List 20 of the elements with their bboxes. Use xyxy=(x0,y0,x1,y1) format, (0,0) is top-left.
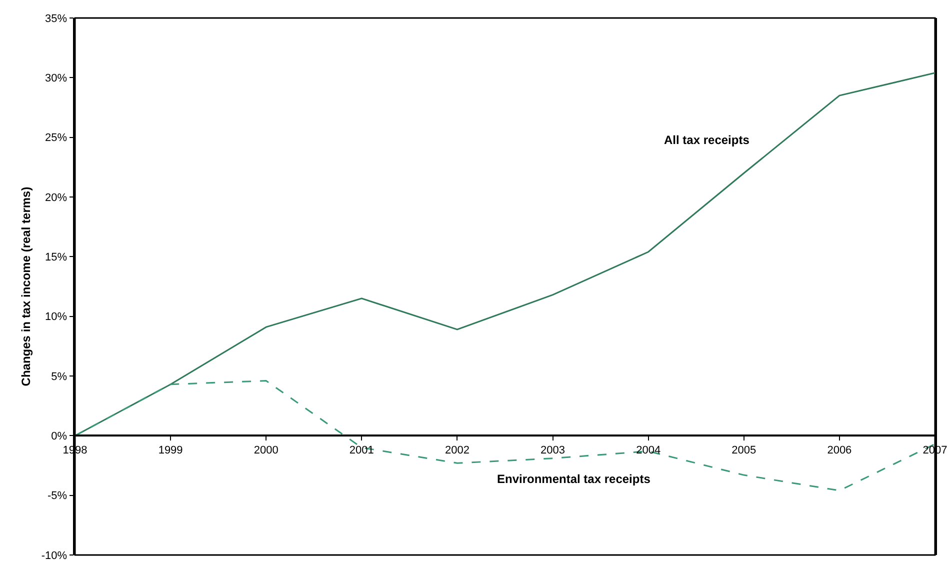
y-tick-label: 25% xyxy=(45,132,68,144)
series-label: All tax receipts xyxy=(664,133,750,147)
y-tick-label: 10% xyxy=(45,311,68,324)
y-axis-title: Changes in tax income (real terms) xyxy=(19,186,34,386)
x-tick-label: 2002 xyxy=(444,444,470,457)
y-tick-label: -10% xyxy=(41,550,68,562)
y-tick-label: 15% xyxy=(45,252,68,264)
x-tick-label: 1999 xyxy=(158,444,183,457)
x-tick-label: 2000 xyxy=(254,444,278,457)
y-tick-label: -5% xyxy=(47,490,68,502)
y-tick-label: 30% xyxy=(45,72,68,85)
x-tick-label: 2001 xyxy=(349,444,374,457)
x-tick-label: 2006 xyxy=(827,444,852,457)
y-tick-label: 5% xyxy=(51,370,68,383)
y-tick-label: 20% xyxy=(45,192,68,204)
series-label: Environmental tax receipts xyxy=(497,472,651,486)
y-tick-label: 35% xyxy=(45,12,68,25)
y-tick-label: 0% xyxy=(51,430,68,443)
x-tick-label: 2005 xyxy=(732,444,756,457)
x-tick-label: 2003 xyxy=(540,444,566,457)
